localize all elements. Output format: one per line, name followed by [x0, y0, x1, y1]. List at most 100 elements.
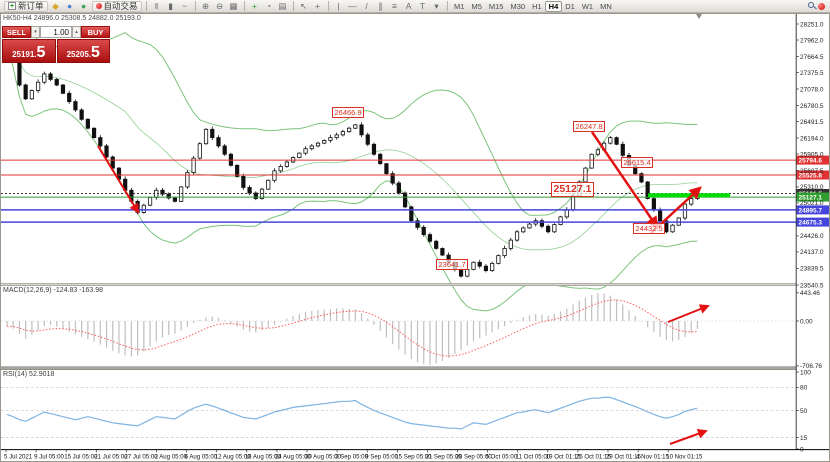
timeframe-m5-button[interactable]: M5	[471, 1, 482, 11]
bid-price-box[interactable]: 25191. 5	[2, 39, 56, 63]
svg-text:15: 15	[800, 435, 808, 442]
axis-price-badge	[796, 205, 830, 215]
svg-text:25794.6: 25794.6	[799, 157, 823, 164]
bollinger-middle-band	[6, 44, 698, 251]
tile-windows-icon[interactable]: ▦	[229, 0, 238, 11]
axis-price-badge	[796, 155, 830, 165]
svg-text:25525.8: 25525.8	[799, 172, 823, 179]
svg-text:27078.0: 27078.0	[800, 86, 824, 93]
svg-text:25021.0: 25021.0	[800, 200, 824, 207]
line-chart-icon[interactable]: ~	[182, 1, 188, 11]
timeframe-m30-button[interactable]: M30	[510, 1, 526, 11]
search-icon[interactable]	[808, 2, 814, 8]
toolbar-sep	[292, 1, 294, 11]
timeframe-mn-button[interactable]: MN	[600, 1, 612, 11]
new-order-button[interactable]: + 新订单	[4, 0, 48, 12]
trendline-icon[interactable]: /	[365, 1, 368, 11]
community-icon[interactable]: ●	[80, 1, 87, 11]
timeframes-icon[interactable]: ◔	[265, 1, 272, 11]
svg-text:25310.0: 25310.0	[800, 184, 824, 191]
volume-step-up[interactable]: ▴	[72, 26, 81, 38]
trend-arrow[interactable]	[590, 131, 659, 230]
notification-icon[interactable]	[818, 2, 825, 10]
macd-pane-divider[interactable]	[0, 283, 797, 287]
svg-text:3 Sep 05:00: 3 Sep 05:00	[335, 454, 368, 461]
svg-text:21 Sep 05:00: 21 Sep 05:00	[425, 454, 462, 461]
svg-text:-706.76: -706.76	[800, 363, 822, 370]
svg-text:24895.7: 24895.7	[799, 207, 823, 214]
bar-chart-icon[interactable]: ‖	[154, 1, 159, 11]
ask-price-box[interactable]: 25205. 5	[56, 39, 110, 63]
svg-text:5 Jul 2021: 5 Jul 2021	[4, 454, 33, 461]
bollinger-lower-band	[6, 44, 698, 312]
vertical-line-icon[interactable]: |	[337, 1, 340, 11]
rsi-line	[6, 396, 698, 430]
indicators-icon[interactable]: +	[252, 1, 258, 11]
svg-text:24426.0: 24426.0	[800, 233, 824, 240]
svg-text:19 Oct 01:15: 19 Oct 01:15	[546, 454, 582, 461]
trend-arrow[interactable]	[669, 429, 708, 445]
timeframe-d1-button[interactable]: D1	[565, 1, 575, 11]
zoom-in-icon[interactable]: ⊕	[201, 0, 210, 11]
fibonacci-icon[interactable]: ≡	[392, 1, 398, 11]
one-click-trade-panel: SELL ▾ 1.00 ▴ BUY 25191. 5 25205. 5	[2, 26, 110, 63]
price-annotation[interactable]: 26466.9	[332, 107, 365, 118]
svg-text:50: 50	[800, 408, 808, 415]
timeframe-m1-button[interactable]: M1	[454, 1, 465, 11]
ask-price: 25205.	[66, 50, 92, 60]
svg-text:26780.5: 26780.5	[800, 103, 824, 110]
price-annotation[interactable]: 25615.4	[621, 157, 654, 168]
svg-text:27664.5: 27664.5	[800, 54, 824, 61]
svg-text:443.46: 443.46	[800, 290, 820, 297]
svg-text:26491.5: 26491.5	[800, 119, 824, 126]
svg-text:9 Jul 05:00: 9 Jul 05:00	[34, 454, 64, 461]
buy-button[interactable]: BUY	[81, 26, 110, 38]
favorites-icon[interactable]: ◆	[52, 0, 59, 11]
price-annotation[interactable]: 23641.7	[436, 259, 469, 270]
trend-arrow[interactable]	[667, 304, 710, 323]
zoom-out-icon[interactable]: ⊖	[215, 0, 224, 11]
svg-text:23839.5: 23839.5	[800, 266, 824, 273]
svg-text:28251.0: 28251.0	[800, 21, 824, 28]
ohlc-header: HK50-H4 24896.0 25308.5 24882.0 25193.0	[3, 15, 141, 22]
toolbar: + 新订单 ◆ ● ● 自动交易 ‖ ▮ ~ ⊕ ⊖ ▦ + ◔ ▤ ↖ + | — / ∥ ≡ A T ▾ M1 M5 M15 M30…	[0, 0, 830, 13]
timeframe-h4-button[interactable]: H4	[545, 0, 562, 12]
timeframe-h1-button[interactable]: H1	[532, 1, 542, 11]
price-annotation[interactable]: 25127.1	[551, 182, 594, 197]
price-axis[interactable]	[797, 13, 830, 450]
macd-signal-line	[6, 299, 698, 357]
svg-text:9 Sep 05:00: 9 Sep 05:00	[365, 454, 398, 461]
label-icon[interactable]: T	[419, 1, 426, 11]
timeframe-w1-button[interactable]: W1	[581, 1, 594, 11]
channel-icon[interactable]: ∥	[378, 0, 383, 11]
horizontal-line-icon[interactable]: —	[348, 1, 357, 11]
svg-text:25905.0: 25905.0	[800, 151, 824, 158]
svg-text:24 Aug 05:00: 24 Aug 05:00	[275, 454, 312, 461]
axis-price-badge	[796, 170, 830, 180]
new-order-icon: +	[8, 2, 16, 10]
axis-price-badge	[796, 192, 830, 202]
rsi-pane-divider[interactable]	[0, 366, 797, 370]
account-icon[interactable]: ●	[66, 1, 73, 11]
chart-shift-marker[interactable]	[696, 14, 702, 19]
trend-arrow[interactable]	[97, 145, 140, 214]
candlestick-chart-icon[interactable]: ▮	[168, 0, 173, 11]
autotrade-button[interactable]: 自动交易	[91, 0, 142, 12]
templates-icon[interactable]: ▤	[278, 0, 287, 11]
price-annotation[interactable]: 24432.5	[633, 223, 666, 234]
svg-text:23540.5: 23540.5	[800, 282, 824, 289]
price-annotation[interactable]: 26247.8	[573, 121, 606, 132]
time-axis[interactable]	[0, 450, 796, 462]
crosshair-icon[interactable]: +	[315, 1, 321, 11]
cursor-icon[interactable]: ↖	[299, 0, 308, 11]
shapes-dropdown-icon[interactable]: ▾	[434, 0, 439, 11]
volume-step-down[interactable]: ▾	[31, 26, 40, 38]
macd-indicator-label: MACD(12,26,9) -124.83 -163.98	[3, 287, 103, 294]
volume-input[interactable]: 1.00	[40, 26, 72, 38]
svg-text:100: 100	[800, 369, 811, 376]
text-icon[interactable]: A	[405, 1, 412, 11]
sell-button[interactable]: SELL	[2, 26, 31, 38]
timeframe-m15-button[interactable]: M15	[488, 1, 504, 11]
